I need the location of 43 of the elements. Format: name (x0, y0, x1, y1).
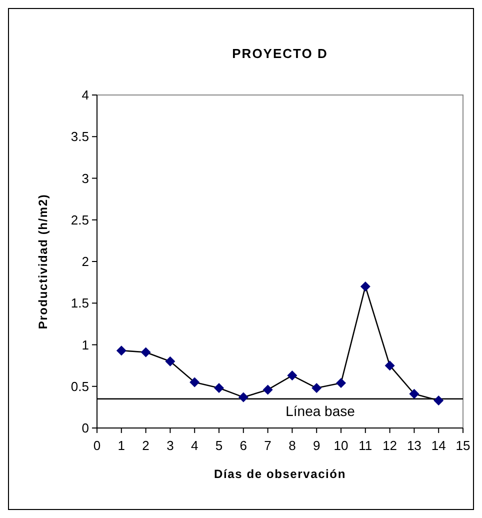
point (384, 360, 395, 371)
y-tick-label: 0 (82, 420, 89, 436)
x-tick-label: 11 (358, 438, 372, 453)
x-tick-label: 13 (406, 438, 422, 453)
x-tick-label: 12 (382, 438, 398, 453)
point (214, 383, 224, 394)
x-tick-label: 15 (456, 438, 470, 453)
point (434, 396, 444, 406)
x-tick-label: 14 (431, 438, 446, 453)
y-tick-label: 3 (82, 170, 89, 186)
x-tick-label: 8 (288, 438, 296, 453)
point (140, 347, 151, 358)
point (116, 346, 126, 356)
x-tick-label: 3 (166, 438, 174, 453)
x-tick-label: 7 (264, 438, 272, 453)
point (165, 356, 176, 366)
point (287, 370, 298, 381)
y-tick-label: 1 (82, 337, 89, 352)
x-tick-label: 1 (118, 438, 126, 453)
point (409, 388, 420, 399)
x-tick-label: 2 (142, 438, 150, 453)
point (190, 377, 200, 388)
point (238, 392, 248, 402)
y-tick-label: 4 (82, 88, 89, 102)
y-tick-label: 2.5 (70, 212, 89, 228)
y-tick-label: 2 (82, 254, 89, 269)
point (336, 378, 346, 388)
y-axis-title: Productividad (h/m2) (36, 194, 50, 330)
y-tick-label: 0.5 (70, 378, 89, 394)
point (360, 281, 370, 292)
y-tick-label: 3.5 (70, 129, 89, 144)
x-tick-label: 4 (190, 438, 198, 453)
point (312, 383, 322, 394)
x-tick-label: 6 (240, 438, 248, 453)
y-tick-label: 1.5 (70, 296, 89, 311)
ref-line-label: Línea base (286, 402, 356, 419)
x-tick-label: 5 (215, 438, 223, 453)
x-tick-label: 0 (93, 438, 101, 453)
chart-title: PROYECTO D (232, 46, 328, 61)
x-tick-label: 10 (334, 438, 348, 453)
x-axis-title: Días de observación (214, 467, 346, 481)
x-tick-label: 9 (312, 438, 320, 453)
point (262, 384, 273, 395)
